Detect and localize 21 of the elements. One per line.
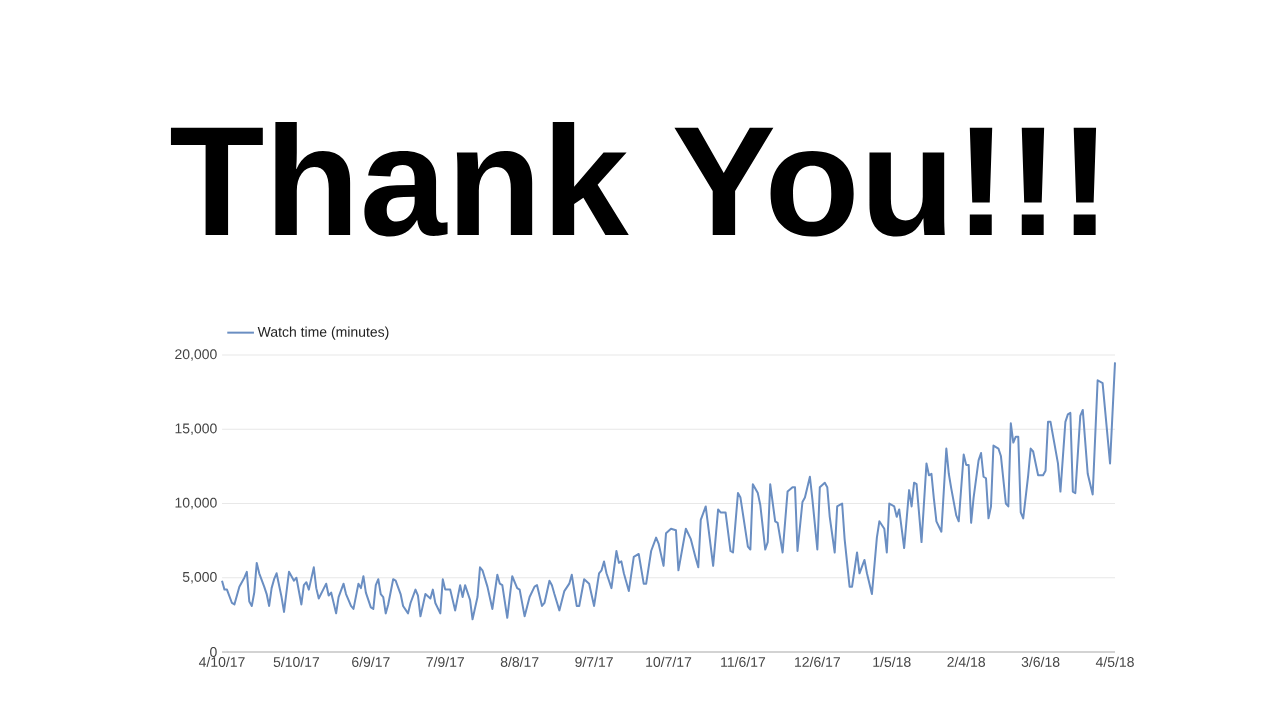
x-tick-label: 1/5/18 — [873, 656, 911, 667]
x-tick-label: 3/6/18 — [1021, 656, 1060, 667]
line-series — [221, 361, 1116, 621]
x-tick-label: 7/9/17 — [426, 656, 464, 667]
y-tick-label: 15,000 — [175, 423, 217, 436]
x-tick-label: 9/7/17 — [575, 656, 613, 667]
x-tick-label: 10/7/17 — [646, 656, 692, 667]
x-tick-label: 5/10/17 — [273, 656, 320, 667]
chart-title: Thank You!!! — [170, 121, 1097, 237]
x-tick-label: 8/8/17 — [500, 656, 539, 667]
y-tick-label: 0 — [210, 647, 217, 657]
x-tick-label: 2/4/18 — [947, 656, 986, 667]
y-tick-label: 10,000 — [175, 497, 217, 510]
x-tick-label: 11/6/17 — [721, 656, 766, 667]
y-tick-label: 5,000 — [182, 571, 217, 584]
y-tick-label: 20,000 — [175, 349, 217, 361]
x-tick-label: 4/5/18 — [1095, 656, 1134, 667]
x-tick-label: 4/10/17 — [198, 656, 245, 667]
x-tick-label: 6/9/17 — [352, 656, 390, 667]
legend-label: Watch time (minutes) — [257, 326, 389, 340]
x-tick-label: 12/6/17 — [795, 656, 840, 667]
